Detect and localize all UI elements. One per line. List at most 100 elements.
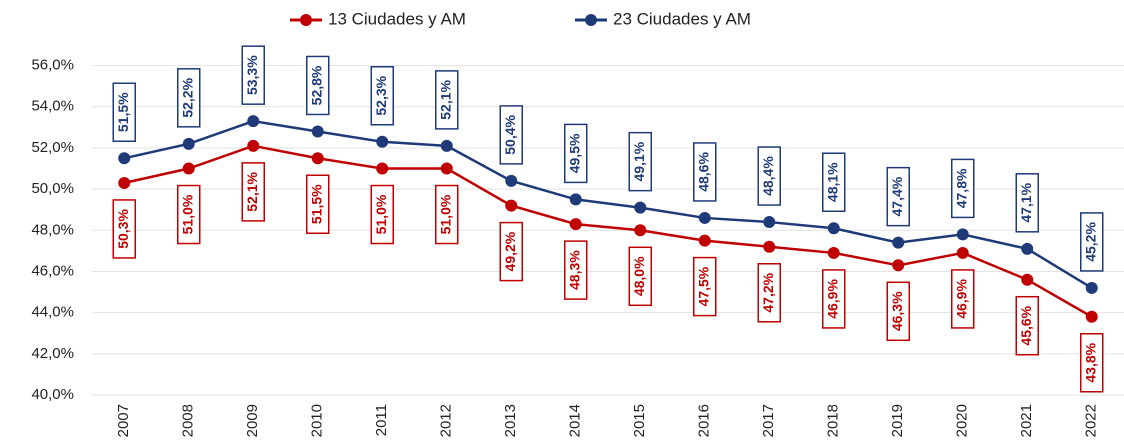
y-tick-label: 42,0% xyxy=(31,345,74,362)
label-box xyxy=(435,184,459,245)
legend-label: 13 Ciudades y AM xyxy=(328,9,466,28)
label-box xyxy=(499,105,523,165)
data-label: 46,3% xyxy=(889,291,905,331)
data-label: 48,1% xyxy=(824,162,840,202)
label-box xyxy=(1080,333,1104,393)
legend-marker xyxy=(585,14,597,26)
label-box xyxy=(1015,173,1039,233)
data-point xyxy=(182,162,195,175)
data-point xyxy=(634,224,647,237)
data-label: 46,9% xyxy=(824,279,840,319)
data-point xyxy=(698,211,711,224)
series-line xyxy=(123,144,1093,318)
x-tick-label: 2008 xyxy=(180,404,197,437)
data-point xyxy=(1085,310,1098,323)
data-point xyxy=(569,193,582,206)
x-tick-label: 2021 xyxy=(1018,404,1035,437)
y-tick-label: 44,0% xyxy=(31,304,74,321)
label-box xyxy=(241,45,265,105)
label-box xyxy=(177,184,201,245)
data-label: 48,0% xyxy=(631,256,647,296)
x-tick-label: 2013 xyxy=(502,404,519,437)
label-box xyxy=(693,142,717,202)
data-point xyxy=(763,240,776,253)
label-box xyxy=(370,184,394,245)
data-point xyxy=(376,135,389,148)
label-box xyxy=(112,82,136,142)
legend-label: 23 Ciudades y AM xyxy=(613,9,751,28)
data-point xyxy=(118,176,131,189)
y-tick-label: 56,0% xyxy=(31,57,74,74)
x-tick-label: 2018 xyxy=(825,404,842,437)
label-box xyxy=(951,269,975,329)
data-point xyxy=(182,137,195,150)
data-label: 48,6% xyxy=(695,152,711,192)
data-point xyxy=(505,174,518,187)
label-box xyxy=(822,269,846,329)
data-point xyxy=(956,246,969,259)
data-point xyxy=(827,246,840,259)
label-box xyxy=(693,256,717,317)
label-box xyxy=(1080,212,1104,272)
label-box xyxy=(112,199,136,259)
y-tick-label: 50,0% xyxy=(31,180,74,197)
label-box xyxy=(370,66,394,126)
data-label: 50,3% xyxy=(115,209,131,249)
label-box xyxy=(822,152,846,212)
label-box xyxy=(628,246,652,307)
data-label: 47,4% xyxy=(889,176,905,216)
x-tick-label: 2014 xyxy=(567,404,584,437)
x-tick-label: 2009 xyxy=(244,404,261,437)
label-box xyxy=(1015,295,1039,356)
x-tick-label: 2017 xyxy=(760,404,777,437)
data-point xyxy=(634,201,647,214)
data-point xyxy=(827,222,840,235)
data-point xyxy=(440,139,453,152)
data-label: 45,6% xyxy=(1018,305,1034,345)
data-point xyxy=(311,125,324,138)
data-label: 52,3% xyxy=(373,75,389,115)
data-label: 47,5% xyxy=(695,266,711,306)
data-point xyxy=(376,162,389,175)
label-box xyxy=(306,174,330,234)
legend-marker xyxy=(300,14,312,26)
label-box xyxy=(757,146,781,206)
data-label: 46,9% xyxy=(953,279,969,319)
data-point xyxy=(440,162,453,175)
label-box xyxy=(951,158,975,219)
y-tick-label: 40,0% xyxy=(31,386,74,403)
label-box xyxy=(435,70,459,130)
label-box xyxy=(499,221,523,282)
data-point xyxy=(311,152,324,165)
data-label: 52,8% xyxy=(308,65,324,105)
data-label: 49,2% xyxy=(502,231,518,271)
x-tick-label: 2012 xyxy=(438,404,455,437)
data-label: 43,8% xyxy=(1082,342,1098,382)
data-point xyxy=(247,115,260,128)
label-box xyxy=(306,55,330,116)
data-label: 48,3% xyxy=(566,250,582,290)
y-tick-label: 48,0% xyxy=(31,221,74,238)
data-label: 51,5% xyxy=(115,92,131,132)
label-box xyxy=(564,123,588,184)
data-point xyxy=(505,199,518,212)
data-point xyxy=(1021,273,1034,286)
data-label: 49,1% xyxy=(631,141,647,181)
x-tick-label: 2016 xyxy=(696,404,713,437)
y-tick-label: 46,0% xyxy=(31,262,74,279)
data-point xyxy=(247,139,260,152)
label-box xyxy=(886,166,910,227)
data-label: 51,0% xyxy=(437,194,453,234)
x-tick-label: 2015 xyxy=(631,404,648,437)
data-label: 47,8% xyxy=(953,168,969,208)
data-label: 53,3% xyxy=(244,55,260,95)
data-point xyxy=(956,228,969,241)
data-point xyxy=(892,259,905,272)
label-box xyxy=(564,240,588,300)
data-label: 51,0% xyxy=(179,194,195,234)
data-point xyxy=(892,236,905,249)
label-box xyxy=(757,263,781,323)
x-tick-label: 2007 xyxy=(115,404,132,437)
data-point xyxy=(1021,242,1034,255)
